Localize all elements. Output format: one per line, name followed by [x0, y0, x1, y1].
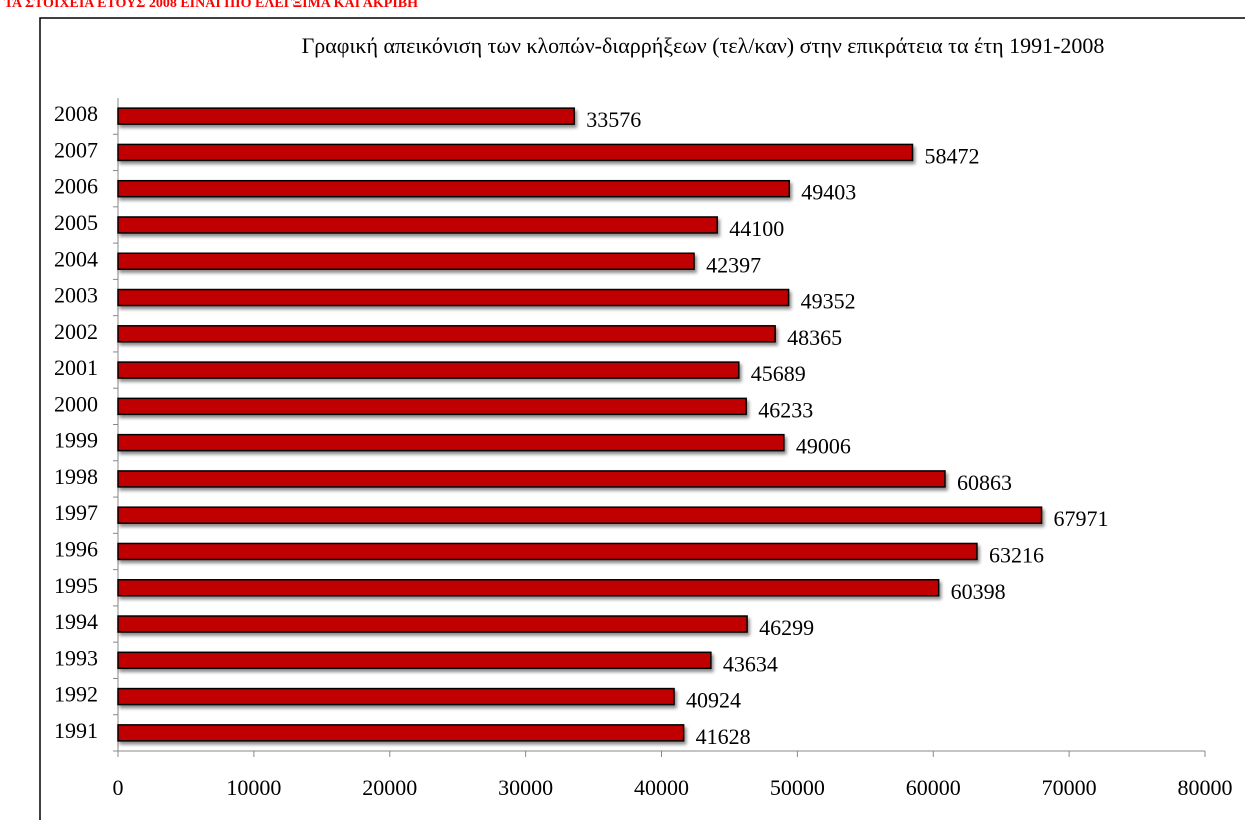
x-tick-label: 40000 — [634, 775, 689, 800]
bar — [117, 107, 575, 125]
data-label: 49403 — [801, 180, 856, 205]
bar — [117, 470, 946, 488]
data-label: 46299 — [759, 615, 814, 640]
bar — [117, 325, 776, 343]
y-tick-label: 1995 — [54, 573, 98, 598]
data-label: 42397 — [706, 252, 761, 277]
y-tick-label: 1996 — [54, 537, 98, 562]
data-label: 60863 — [957, 470, 1012, 495]
data-label: 67971 — [1054, 506, 1109, 531]
note: ΤΑ ΣΤΟΙΧΕΙΑ ΕΤΟΥΣ 2008 ΕΙΝΑΙ ΠΙΟ ΕΛΕΓΞΙΜ… — [4, 0, 418, 11]
bar — [117, 615, 748, 633]
bar — [117, 361, 740, 379]
data-label: 48365 — [787, 325, 842, 350]
y-tick-label: 2002 — [54, 319, 98, 344]
bar — [117, 687, 675, 706]
data-label: 41628 — [696, 724, 751, 749]
data-label: 45689 — [751, 361, 806, 386]
y-tick-label: 2008 — [54, 101, 98, 126]
data-label: 58472 — [924, 143, 979, 168]
x-tick-label: 80000 — [1178, 775, 1233, 800]
bar — [117, 179, 791, 198]
bar — [117, 288, 790, 307]
data-label: 60398 — [951, 579, 1006, 604]
data-label: 43634 — [723, 651, 778, 676]
bar — [117, 579, 940, 597]
chart-title: Γραφική απεικόνιση των κλοπών-διαρρήξεων… — [302, 33, 1105, 58]
y-tick-label: 2001 — [54, 355, 98, 380]
data-label: 44100 — [729, 216, 784, 241]
y-tick-label: 2006 — [54, 174, 98, 199]
x-tick-label: 10000 — [226, 775, 281, 800]
bar — [117, 651, 712, 670]
y-tick-label: 1991 — [54, 718, 98, 743]
x-tick-label: 60000 — [906, 775, 961, 800]
bar — [117, 216, 718, 234]
bar — [117, 724, 685, 742]
y-tick-label: 2000 — [54, 391, 98, 416]
data-label: 40924 — [686, 688, 741, 713]
y-tick-label: 2004 — [54, 246, 98, 271]
x-tick-label: 30000 — [498, 775, 553, 800]
x-tick-label: 0 — [113, 775, 124, 800]
data-label: 49006 — [796, 434, 851, 459]
y-tick-label: 1992 — [54, 682, 98, 707]
y-tick-label: 1997 — [54, 500, 98, 525]
y-tick-label: 1993 — [54, 645, 98, 670]
data-label: 49352 — [801, 289, 856, 314]
y-tick-label: 1994 — [54, 609, 98, 634]
y-tick-label: 2005 — [54, 210, 98, 235]
x-tick-label: 50000 — [770, 775, 825, 800]
bar — [117, 506, 1043, 524]
x-tick-label: 20000 — [362, 775, 417, 800]
bar — [117, 397, 747, 416]
y-tick-label: 1999 — [54, 428, 98, 453]
data-label: 33576 — [586, 107, 641, 132]
bar — [117, 143, 914, 162]
y-tick-label: 2007 — [54, 137, 98, 162]
bar — [117, 433, 785, 452]
bar — [117, 542, 978, 561]
x-tick-label: 70000 — [1042, 775, 1097, 800]
data-label: 46233 — [758, 397, 813, 422]
data-label: 63216 — [989, 543, 1044, 568]
bar — [117, 252, 695, 270]
y-tick-label: 1998 — [54, 464, 98, 489]
y-tick-label: 2003 — [54, 283, 98, 308]
